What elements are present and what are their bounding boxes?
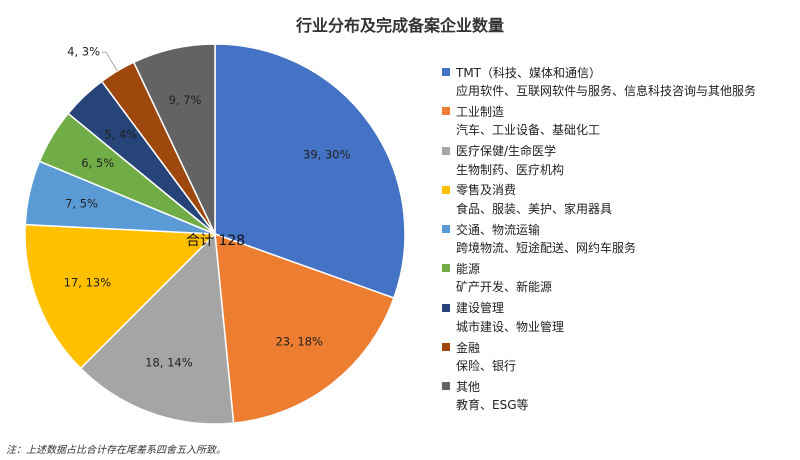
pie-slice bbox=[24, 223, 217, 370]
legend-name: 能源 bbox=[456, 261, 481, 276]
legend-item: 交通、物流运输跨境物流、短途配送、网约车服务 bbox=[442, 219, 792, 258]
slice-data-label: 23, 18% bbox=[275, 334, 323, 348]
legend-name: 医疗保健/生命医学 bbox=[456, 144, 557, 159]
leader-line bbox=[102, 51, 118, 72]
legend-swatch bbox=[442, 225, 450, 234]
legend-description: 应用软件、互联网软件与服务、信息科技咨询与其他服务 bbox=[456, 84, 757, 98]
legend-item: TMT（科技、媒体和通信） 应用软件、互联网软件与服务、信息科技咨询与其他服务 bbox=[442, 62, 792, 101]
legend-description: 跨境物流、短途配送、网约车服务 bbox=[456, 241, 637, 256]
legend-description: 城市建设、物业管理 bbox=[456, 319, 565, 334]
legend-name: 交通、物流运输 bbox=[456, 222, 541, 237]
legend-description: 矿产开发、新能源 bbox=[456, 280, 553, 295]
legend-description: 生物制药、医疗机构 bbox=[456, 162, 565, 177]
legend-swatch bbox=[442, 264, 450, 273]
legend-item: 建设管理城市建设、物业管理 bbox=[442, 298, 792, 337]
total-label: 合计 128 bbox=[186, 233, 245, 249]
legend-swatch bbox=[442, 68, 450, 76]
slice-data-label: 18, 14% bbox=[145, 355, 193, 369]
legend-swatch bbox=[442, 343, 450, 352]
legend-item: 其他教育、ESG等 bbox=[442, 376, 792, 415]
legend-description: 汽车、工业设备、基础化工 bbox=[456, 123, 601, 138]
legend: TMT（科技、媒体和通信） 应用软件、互联网软件与服务、信息科技咨询与其他服务 工业… bbox=[442, 62, 792, 416]
pie-slice bbox=[132, 43, 216, 235]
slice-data-label: 6, 5% bbox=[81, 156, 114, 170]
legend-description: 食品、服装、美护、家用器具 bbox=[456, 201, 613, 216]
legend-item: 医疗保健/生命医学 生物制药、医疗机构 bbox=[442, 141, 792, 180]
legend-item: 能源矿产开发、新能源 bbox=[442, 258, 792, 297]
legend-swatch bbox=[442, 382, 450, 391]
legend-item: 零售及消费食品、服装、美护、家用器具 bbox=[442, 180, 792, 219]
legend-name: 金融 bbox=[456, 340, 481, 355]
legend-name: 建设管理 bbox=[456, 301, 505, 316]
legend-swatch bbox=[442, 107, 450, 116]
legend-name: 其他 bbox=[456, 379, 481, 394]
legend-name: 工业制造 bbox=[456, 104, 505, 119]
legend-description: 教育、ESG等 bbox=[456, 398, 529, 413]
legend-item: 工业制造汽车、工业设备、基础化工 bbox=[442, 101, 792, 140]
slice-data-label: 39, 30% bbox=[303, 148, 351, 162]
legend-item: 金融 保险、银行 bbox=[442, 337, 792, 376]
pie-slice bbox=[79, 232, 235, 425]
slice-data-label: 17, 13% bbox=[64, 276, 112, 290]
legend-name: 零售及消费 bbox=[456, 183, 517, 198]
pie-slice bbox=[214, 43, 406, 299]
legend-swatch bbox=[442, 185, 450, 194]
legend-description: 保险、银行 bbox=[456, 359, 517, 374]
legend-swatch bbox=[442, 303, 450, 312]
slice-data-label: 5, 4% bbox=[104, 127, 137, 141]
footnote: 注：上述数据占比合计存在尾差系四舍五入所致。 bbox=[6, 445, 226, 456]
chart-title: 行业分布及完成备案企业数量 bbox=[295, 16, 504, 35]
slice-data-label: 4, 3% bbox=[67, 45, 100, 59]
legend-swatch bbox=[442, 146, 450, 155]
legend-name: TMT（科技、媒体和通信） bbox=[456, 65, 602, 80]
pie-slice bbox=[214, 232, 395, 424]
slice-data-label: 9, 7% bbox=[169, 93, 202, 107]
slice-data-label: 7, 5% bbox=[65, 197, 98, 211]
